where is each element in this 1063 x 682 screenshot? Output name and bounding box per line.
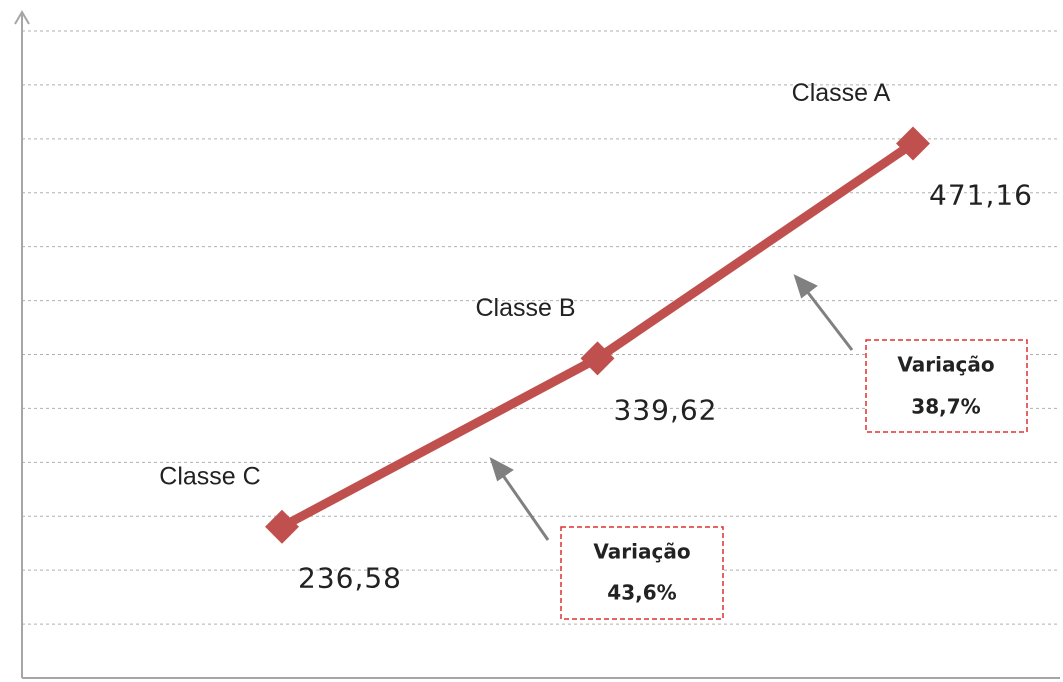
- arrow-head: [489, 456, 514, 482]
- plot: Classe C 236,58 Classe B 339,62 Classe A 471,…: [22, 30, 1060, 625]
- y-axis-arrow: [14, 10, 30, 25]
- annotation-box: [865, 339, 1028, 433]
- data-label: 339,62: [614, 393, 718, 426]
- category-label: Classe A: [792, 79, 891, 107]
- annotation-text: 43,6%: [607, 581, 676, 605]
- category-label: Classe B: [475, 294, 575, 322]
- marker: [265, 509, 299, 544]
- arrow: [500, 473, 550, 541]
- annotation-text: Variação: [593, 540, 690, 564]
- marker: [896, 126, 930, 161]
- data-label: 471,16: [929, 178, 1033, 211]
- axes: [14, 10, 1060, 679]
- data-label: 236,58: [298, 562, 402, 595]
- annotation-text: 38,7%: [911, 395, 980, 419]
- arrows: [489, 274, 854, 541]
- marker: [580, 341, 615, 376]
- annotation-box: [560, 526, 724, 620]
- line: [279, 139, 916, 531]
- arrow-head: [793, 274, 818, 299]
- arrow: [804, 289, 854, 351]
- category-label: Classe C: [159, 462, 260, 490]
- annotation-text: Variação: [897, 353, 994, 377]
